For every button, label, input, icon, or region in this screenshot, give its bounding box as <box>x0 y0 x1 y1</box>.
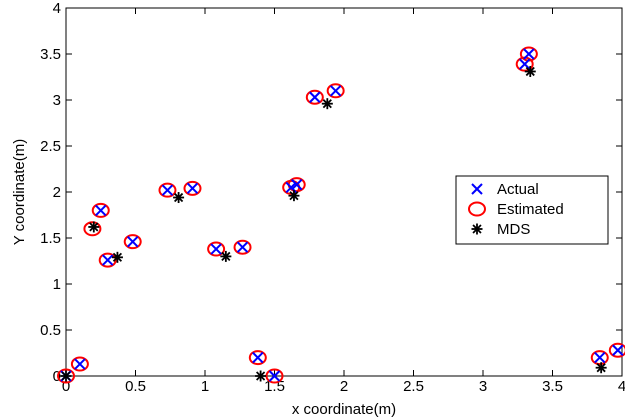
point-estimated <box>248 350 267 366</box>
point-actual <box>252 351 264 364</box>
point-mds <box>88 221 100 233</box>
x-tick-label: 4 <box>618 378 625 395</box>
x-tick-label: 3 <box>479 378 487 395</box>
point-actual <box>127 235 139 248</box>
x-tick-label: 3.5 <box>542 378 563 395</box>
point-estimated <box>305 89 324 105</box>
point-actual <box>329 85 342 97</box>
point-estimated <box>590 350 609 366</box>
point-mds <box>288 190 300 202</box>
x-axis-title: x coordinate(m) <box>292 401 396 418</box>
y-tick-label: 1 <box>53 276 61 293</box>
point-estimated <box>91 202 110 218</box>
y-tick-label: 2 <box>53 184 61 201</box>
point-actual <box>291 178 303 191</box>
y-tick-label: 4 <box>53 0 61 17</box>
y-tick-label: 0.5 <box>40 322 61 339</box>
point-estimated <box>70 356 89 372</box>
legend-marker-actual <box>471 183 483 195</box>
point-estimated <box>83 221 102 237</box>
point-actual <box>101 254 114 266</box>
point-estimated <box>608 342 625 358</box>
point-actual <box>309 91 321 103</box>
x-tick-label: 0 <box>62 378 70 395</box>
y-tick-label: 0 <box>53 368 61 385</box>
point-estimated <box>57 368 75 384</box>
point-mds <box>255 370 267 382</box>
point-mds <box>60 370 72 382</box>
point-actual <box>594 351 606 364</box>
legend-box <box>455 175 609 245</box>
point-mds <box>173 192 185 204</box>
legend-label-actual: Actual <box>497 181 539 198</box>
y-tick-label: 2.5 <box>40 138 61 155</box>
point-actual <box>268 370 281 382</box>
axis-ticks: 0 0.5 1 1.5 2 2.5 3 3.5 4 0 0.5 1 1.5 2 2.5 3 3.5 4 <box>40 0 625 395</box>
point-estimated <box>158 182 177 198</box>
x-tick-label: 2 <box>340 378 348 395</box>
point-actual <box>161 184 174 196</box>
point-estimated <box>207 241 226 257</box>
point-actual <box>236 241 249 253</box>
point-mds <box>595 362 607 374</box>
point-estimated <box>265 368 284 384</box>
legend-marker-estimated <box>468 201 486 217</box>
point-estimated <box>233 239 252 255</box>
point-mds <box>111 251 123 263</box>
point-actual <box>210 243 222 255</box>
point-estimated <box>183 180 202 196</box>
x-tick-label: 1.5 <box>264 378 285 395</box>
point-actual <box>74 358 86 370</box>
point-actual <box>612 344 624 356</box>
point-mds <box>220 250 232 262</box>
y-tick-label: 3.5 <box>40 46 61 63</box>
x-tick-label: 1 <box>201 378 209 395</box>
legend-marker-mds <box>471 223 483 235</box>
point-estimated <box>123 234 142 250</box>
point-mds <box>524 65 536 77</box>
y-axis-title: Y coordinate(m) <box>11 139 28 245</box>
legend: Actual Estimated MDS <box>455 175 609 245</box>
point-actual <box>186 182 199 195</box>
point-actual <box>518 58 531 70</box>
point-estimated <box>326 83 345 99</box>
point-actual <box>523 48 535 60</box>
legend-label-estimated: Estimated <box>497 201 564 218</box>
point-mds <box>321 98 333 110</box>
legend-label-mds: MDS <box>497 221 530 238</box>
point-actual <box>95 204 107 217</box>
x-tick-label: 2.5 <box>403 378 424 395</box>
y-tick-label: 3 <box>53 92 61 109</box>
data-marks <box>57 46 625 384</box>
x-tick-label: 0.5 <box>125 378 146 395</box>
y-tick-label: 1.5 <box>40 230 61 247</box>
